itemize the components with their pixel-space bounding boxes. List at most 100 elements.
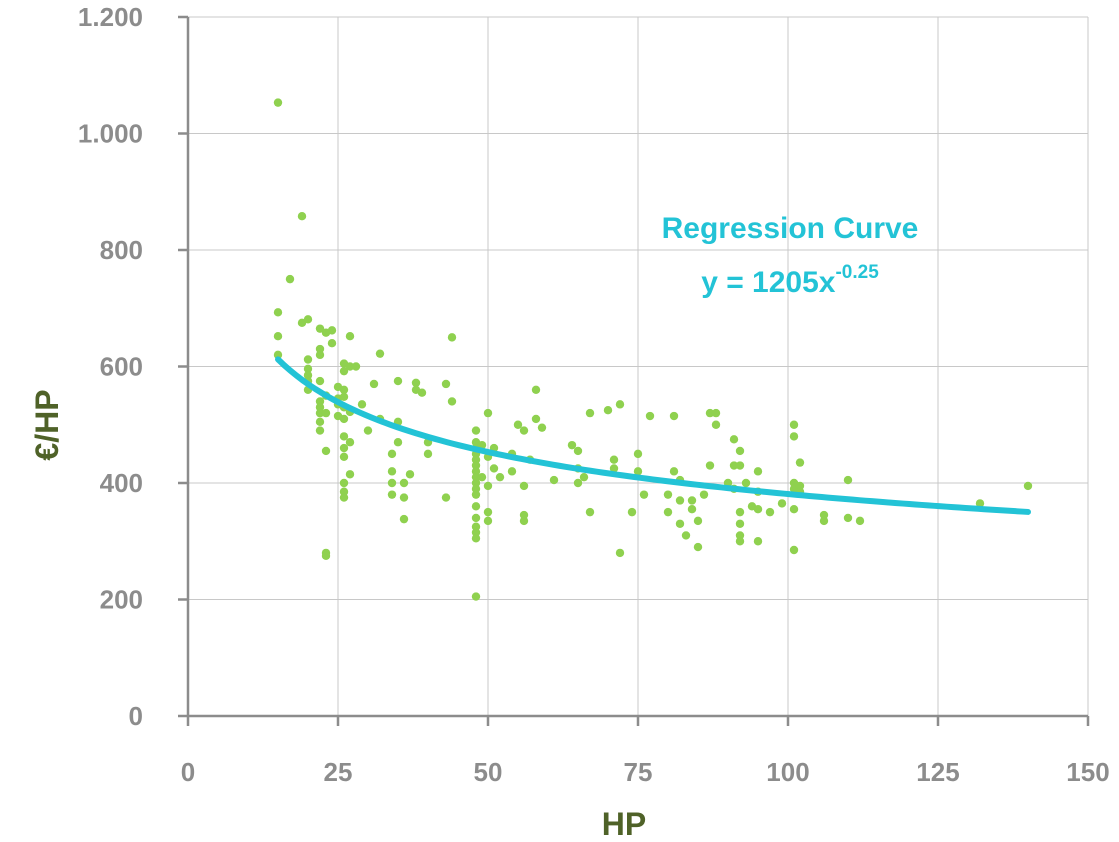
data-point xyxy=(676,520,684,528)
data-point xyxy=(322,552,330,560)
x-tick-label: 125 xyxy=(916,757,959,787)
data-point xyxy=(388,490,396,498)
data-point xyxy=(670,467,678,475)
data-point xyxy=(844,476,852,484)
data-point xyxy=(316,426,324,434)
data-point xyxy=(676,496,684,504)
data-point xyxy=(736,461,744,469)
data-point xyxy=(484,517,492,525)
data-point xyxy=(700,490,708,498)
data-point xyxy=(820,517,828,525)
data-point xyxy=(448,397,456,405)
data-point xyxy=(682,531,690,539)
data-point xyxy=(442,493,450,501)
data-point xyxy=(484,482,492,490)
regression-equation-base: y = 1205x xyxy=(701,266,836,299)
data-point xyxy=(316,351,324,359)
data-point xyxy=(388,467,396,475)
y-tick-label: 200 xyxy=(100,585,143,615)
data-point xyxy=(766,508,774,516)
data-point xyxy=(472,514,480,522)
y-tick-label: 800 xyxy=(100,235,143,265)
data-point xyxy=(376,349,384,357)
data-point xyxy=(736,537,744,545)
data-point xyxy=(400,515,408,523)
data-point xyxy=(730,435,738,443)
data-point xyxy=(790,546,798,554)
data-point xyxy=(298,212,306,220)
data-point xyxy=(538,423,546,431)
data-point xyxy=(586,409,594,417)
data-point xyxy=(574,479,582,487)
data-point xyxy=(484,409,492,417)
x-tick-label: 25 xyxy=(324,757,353,787)
data-point xyxy=(274,332,282,340)
data-point xyxy=(532,386,540,394)
data-point xyxy=(388,450,396,458)
y-tick-label: 600 xyxy=(100,352,143,382)
gridlines xyxy=(188,17,1088,716)
data-point xyxy=(856,517,864,525)
data-point xyxy=(472,426,480,434)
data-point xyxy=(694,517,702,525)
y-tick-label: 400 xyxy=(100,468,143,498)
data-point xyxy=(790,505,798,513)
data-point xyxy=(472,490,480,498)
data-point xyxy=(364,426,372,434)
data-point xyxy=(520,482,528,490)
x-tick-label: 100 xyxy=(766,757,809,787)
data-point xyxy=(688,496,696,504)
data-point xyxy=(490,464,498,472)
data-point xyxy=(304,355,312,363)
data-point xyxy=(754,467,762,475)
x-tick-label: 75 xyxy=(624,757,653,787)
data-point xyxy=(388,479,396,487)
data-points xyxy=(274,98,1032,600)
data-point xyxy=(670,412,678,420)
data-point xyxy=(448,333,456,341)
data-point xyxy=(736,447,744,455)
data-point xyxy=(352,362,360,370)
data-point xyxy=(340,393,348,401)
data-point xyxy=(274,98,282,106)
data-point xyxy=(520,517,528,525)
data-point xyxy=(754,505,762,513)
data-point xyxy=(442,380,450,388)
data-point xyxy=(328,339,336,347)
data-point xyxy=(340,493,348,501)
data-point xyxy=(736,520,744,528)
data-point xyxy=(664,508,672,516)
data-point xyxy=(640,490,648,498)
data-point xyxy=(424,450,432,458)
regression-curve-layer xyxy=(278,359,1028,512)
data-point xyxy=(532,415,540,423)
data-point xyxy=(646,412,654,420)
data-point xyxy=(328,326,336,334)
data-point xyxy=(322,409,330,417)
data-point xyxy=(736,508,744,516)
regression-curve-label: Regression Curve xyxy=(662,212,919,245)
data-point xyxy=(580,473,588,481)
data-point xyxy=(484,508,492,516)
data-point xyxy=(316,418,324,426)
data-point xyxy=(1024,482,1032,490)
regression-curve xyxy=(278,359,1028,512)
y-tick-label: 0 xyxy=(129,701,143,731)
data-point xyxy=(358,400,366,408)
data-point xyxy=(604,406,612,414)
data-point xyxy=(340,479,348,487)
data-point xyxy=(790,432,798,440)
regression-equation: y = 1205x-0.25 xyxy=(701,262,879,299)
axes xyxy=(178,17,1088,726)
data-point xyxy=(346,332,354,340)
data-point xyxy=(304,315,312,323)
data-point xyxy=(742,479,750,487)
data-point xyxy=(550,476,558,484)
data-point xyxy=(574,447,582,455)
data-point xyxy=(472,592,480,600)
data-point xyxy=(778,499,786,507)
regression-equation-exponent: -0.25 xyxy=(835,262,879,283)
data-point xyxy=(286,275,294,283)
data-point xyxy=(628,508,636,516)
